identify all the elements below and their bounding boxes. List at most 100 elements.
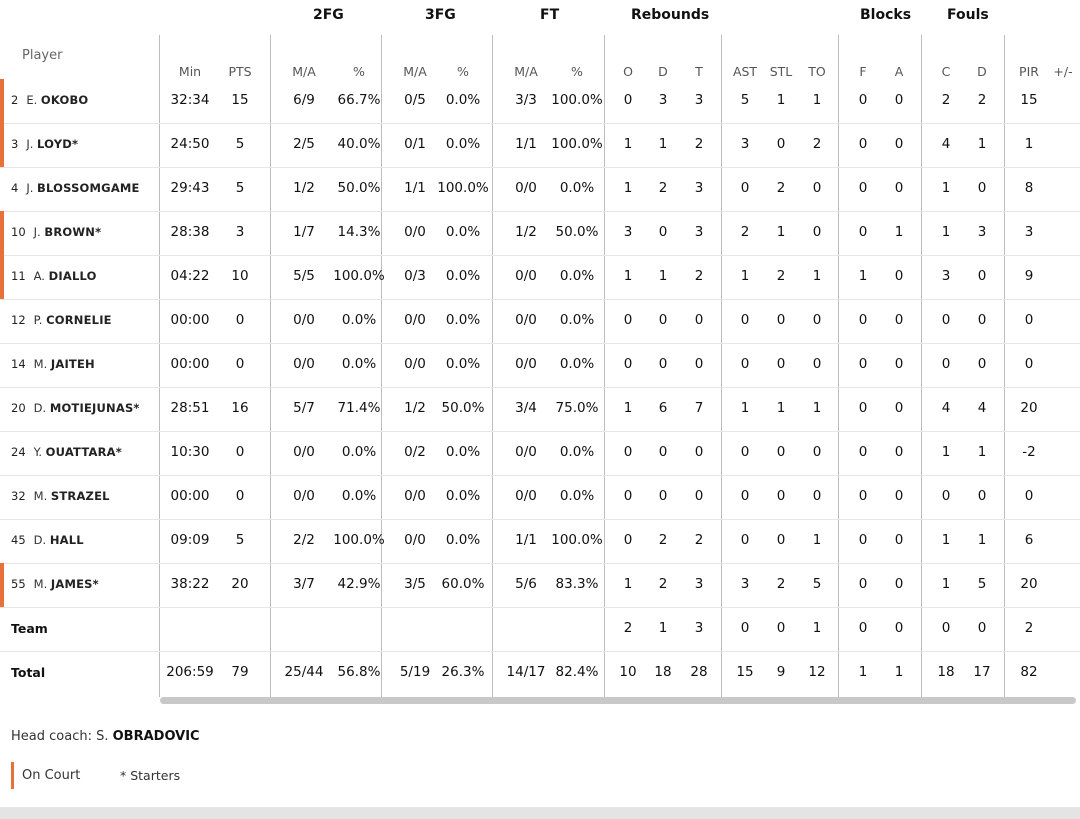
table-row: 45 D. HALL 09:09 5 2/2 100.0% 0/0 0.0% 1/1 100.0%…: [0, 519, 1080, 564]
group-header-ft: FT: [540, 7, 560, 23]
player-name[interactable]: 55 M. JAMES*: [11, 577, 99, 591]
player-name[interactable]: 12 P. CORNELIE: [11, 313, 112, 327]
player-name[interactable]: 20 D. MOTIEJUNAS*: [11, 401, 140, 415]
stat-cell: 0.0%: [559, 312, 595, 328]
stat-cell: 50.0%: [441, 400, 485, 416]
column-divider: [838, 35, 839, 697]
column-header-player: Player: [22, 48, 63, 63]
stat-cell: 0/0: [293, 356, 315, 372]
stat-cell: 09:09: [170, 532, 210, 548]
player-first-initial: M.: [33, 489, 48, 503]
stat-cell: 0/0: [404, 312, 426, 328]
stat-cell: 5/19: [399, 664, 431, 680]
stat-cell: 0: [858, 224, 868, 240]
stat-cell: 1: [658, 268, 668, 284]
column-header: +/-: [1053, 64, 1073, 79]
player-number: 11: [11, 269, 26, 283]
stat-cell: 0/0: [515, 180, 537, 196]
stat-cell: 0: [894, 180, 904, 196]
player-name[interactable]: 10 J. BROWN*: [11, 225, 101, 239]
stat-cell: 0: [658, 224, 668, 240]
stat-cell: 0: [740, 444, 750, 460]
player-name[interactable]: 3 J. LOYD*: [11, 137, 78, 151]
stat-cell: 100.0%: [551, 136, 603, 152]
stat-cell: 2: [776, 268, 786, 284]
player-name[interactable]: 32 M. STRAZEL: [11, 489, 110, 503]
stat-cell: 0: [658, 356, 668, 372]
column-header: T: [695, 64, 703, 79]
group-header-blocks: Blocks: [860, 7, 912, 23]
column-divider: [921, 35, 922, 697]
stat-cell: 3/4: [515, 400, 537, 416]
column-header: PTS: [228, 64, 252, 79]
stat-cell: 00:00: [170, 488, 210, 504]
player-first-initial: J.: [26, 137, 34, 151]
column-divider: [159, 35, 160, 697]
stat-cell: 1: [776, 400, 786, 416]
stat-cell: 0/0: [404, 532, 426, 548]
stat-cell: 1: [941, 576, 951, 592]
column-header: D: [658, 64, 668, 79]
stat-cell: 0: [623, 532, 633, 548]
stat-cell: 100.0%: [333, 532, 385, 548]
on-court-indicator: [0, 211, 4, 255]
stat-cell: 20: [1020, 400, 1038, 416]
player-number: 32: [11, 489, 26, 503]
player-name[interactable]: 45 D. HALL: [11, 533, 84, 547]
stat-cell: 100.0%: [333, 268, 385, 284]
player-first-initial: A.: [33, 269, 45, 283]
team-row: Team 2 1 3 0 0 1 0 0 0 0 2: [0, 607, 1080, 652]
stat-cell: 206:59: [166, 664, 214, 680]
horizontal-scrollbar[interactable]: [160, 697, 1076, 704]
column-header: %: [571, 64, 583, 79]
player-last-name: JAITEH: [50, 357, 95, 371]
stat-cell: 15: [231, 92, 249, 108]
stat-cell: 50.0%: [337, 180, 381, 196]
stat-cell: 0: [977, 488, 987, 504]
stat-cell: 2: [776, 576, 786, 592]
stat-cell: 0: [894, 312, 904, 328]
stat-cell: 3: [694, 576, 704, 592]
group-header-3fg: 3FG: [425, 7, 456, 23]
stat-cell: 0: [894, 400, 904, 416]
player-number: 10: [11, 225, 26, 239]
column-header: F: [859, 64, 867, 79]
player-name[interactable]: 11 A. DIALLO: [11, 269, 97, 283]
stat-cell: 100.0%: [551, 92, 603, 108]
stat-cell: 1/2: [404, 400, 426, 416]
column-divider: [381, 35, 382, 697]
player-name[interactable]: 2 E. OKOBO: [11, 93, 88, 107]
table-row: 4 J. BLOSSOMGAME 29:43 5 1/2 50.0% 1/1 100.0% 0/…: [0, 167, 1080, 212]
stat-cell: 2: [977, 92, 987, 108]
stat-cell: 1: [941, 180, 951, 196]
stat-cell: 5/5: [293, 268, 315, 284]
player-name[interactable]: 24 Y. OUATTARA*: [11, 445, 122, 459]
stat-cell: 0: [1024, 356, 1034, 372]
stat-cell: 3/7: [293, 576, 315, 592]
column-divider: [492, 35, 493, 697]
player-first-initial: M.: [33, 577, 48, 591]
stat-cell: 0: [858, 620, 868, 636]
team-label: Team: [11, 621, 48, 636]
stat-cell: 0/5: [404, 92, 426, 108]
stat-cell: 82: [1020, 664, 1038, 680]
stat-cell: 0.0%: [445, 92, 481, 108]
player-name[interactable]: 4 J. BLOSSOMGAME: [11, 181, 140, 195]
stat-cell: 4: [941, 400, 951, 416]
player-name[interactable]: 14 M. JAITEH: [11, 357, 95, 371]
stat-cell: 28:51: [170, 400, 210, 416]
stat-cell: 2/2: [293, 532, 315, 548]
head-coach: Head coach: S. OBRADOVIC: [11, 729, 200, 744]
stat-cell: 2: [1024, 620, 1034, 636]
stat-cell: 5/6: [515, 576, 537, 592]
stat-cell: 0: [894, 488, 904, 504]
table-row: 11 A. DIALLO 04:22 10 5/5 100.0% 0/3 0.0% 0/0 0.0…: [0, 255, 1080, 300]
stat-cell: 0: [776, 532, 786, 548]
stat-cell: 3: [740, 136, 750, 152]
stat-cell: 0: [776, 136, 786, 152]
stat-cell: 0: [740, 312, 750, 328]
table-row: 10 J. BROWN* 28:38 3 1/7 14.3% 0/0 0.0% 1/2 50.0%…: [0, 211, 1080, 256]
player-last-name: HALL: [49, 533, 84, 547]
stat-cell: 0: [812, 224, 822, 240]
stat-cell: 2: [694, 532, 704, 548]
